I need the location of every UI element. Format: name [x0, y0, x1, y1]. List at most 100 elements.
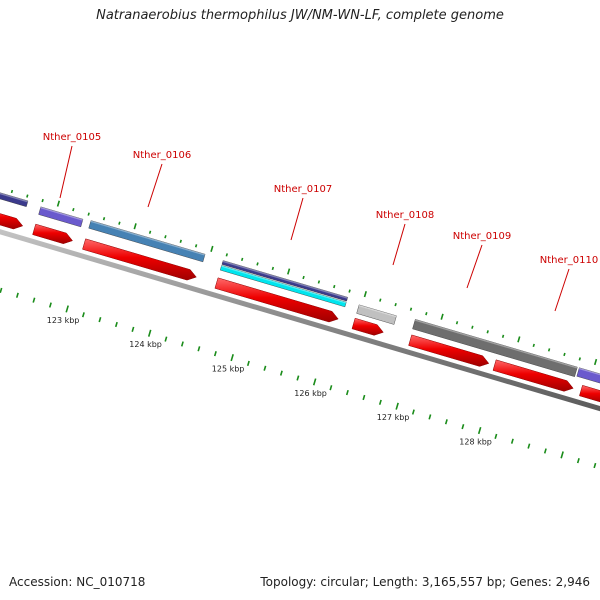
- scale-tick: [179, 239, 182, 243]
- feature-bar: [356, 304, 397, 325]
- scale-tick: [240, 257, 244, 262]
- scale-tick: [471, 325, 474, 329]
- scale-tick: [256, 262, 259, 266]
- scale-tick: [32, 297, 36, 303]
- gene-leader-line: [392, 223, 406, 266]
- cds-arrow: [82, 238, 197, 281]
- scale-tick: [543, 448, 547, 454]
- scale-tick: [72, 207, 75, 212]
- scale-tick: [164, 336, 168, 342]
- scale-tick: [517, 336, 521, 343]
- scale-label: 124 kbp: [129, 340, 162, 349]
- scale-tick: [0, 287, 3, 294]
- scale-tick: [348, 289, 351, 293]
- scale-tick: [547, 348, 551, 352]
- scale-tick: [133, 223, 137, 230]
- scale-tick: [395, 402, 399, 410]
- feature-bar: [0, 192, 29, 207]
- scale-tick: [428, 414, 432, 420]
- scale-tick: [98, 316, 102, 323]
- feature-bar: [38, 206, 84, 228]
- map-title: Natranaerobius thermophilus JW/NM-WN-LF,…: [96, 8, 504, 23]
- backbone: [0, 229, 600, 412]
- scale-tick: [560, 451, 564, 459]
- scale-tick: [444, 419, 448, 425]
- scale-tick: [287, 268, 291, 275]
- scale-tick: [363, 291, 367, 298]
- scale-tick: [593, 462, 597, 469]
- scale-tick: [197, 346, 201, 352]
- gene-label: Nther_0105: [43, 132, 101, 143]
- feature-bar-highlight: [90, 220, 206, 256]
- scale-tick: [148, 230, 152, 234]
- feature-bar-highlight: [221, 265, 347, 304]
- scale-tick: [180, 341, 184, 347]
- cds-arrow: [351, 317, 384, 336]
- scale-tick: [362, 394, 366, 401]
- cds-arrow: [408, 334, 490, 367]
- scale-tick: [87, 212, 90, 216]
- scale-tick: [26, 194, 29, 198]
- scale-label: 127 kbp: [377, 413, 410, 422]
- genome-summary: Topology: circular; Length: 3,165,557 bp…: [260, 575, 590, 589]
- scale-tick: [263, 365, 267, 371]
- scale-tick: [317, 280, 321, 284]
- cds-arrow: [492, 359, 574, 392]
- scale-tick: [593, 358, 598, 366]
- scale-tick: [194, 244, 198, 248]
- scale-tick: [501, 334, 505, 338]
- scale-label: 123 kbp: [47, 316, 80, 325]
- feature-bar-highlight: [0, 192, 28, 203]
- scale-tick: [440, 313, 444, 320]
- scale-tick: [15, 292, 19, 298]
- scale-tick: [164, 235, 167, 239]
- feature-bar: [219, 265, 347, 308]
- scale-tick: [296, 375, 300, 381]
- scale-tick: [578, 357, 581, 361]
- feature-bar-highlight: [414, 319, 578, 369]
- feature-bar-highlight: [222, 260, 348, 299]
- scale-tick: [102, 216, 106, 221]
- gene-label: Nther_0107: [274, 184, 332, 195]
- scale-tick: [118, 221, 121, 225]
- scale-tick: [409, 307, 413, 311]
- scale-tick: [563, 352, 566, 357]
- scale-tick: [41, 198, 44, 203]
- cds-arrow: [214, 277, 339, 323]
- scale-tick: [271, 266, 275, 271]
- scale-tick: [48, 302, 52, 308]
- scale-tick: [230, 353, 234, 362]
- scale-tick: [345, 389, 349, 396]
- feature-bar-highlight: [578, 367, 600, 376]
- feature-bar: [576, 367, 600, 384]
- feature-layer: [0, 192, 600, 403]
- scale-tick: [246, 360, 250, 367]
- scale-tick: [411, 409, 415, 415]
- accession-label: Accession: NC_010718: [9, 575, 146, 589]
- gene-label: Nther_0110: [540, 255, 598, 266]
- cds-arrow: [579, 384, 600, 403]
- gene-leader-line: [147, 163, 163, 208]
- feature-bar: [221, 260, 349, 302]
- gene-label: Nther_0109: [453, 231, 511, 242]
- scale-tick: [494, 433, 498, 439]
- scale-tick: [378, 399, 382, 405]
- scale-tick: [225, 253, 229, 257]
- scale-tick: [455, 321, 459, 325]
- gene-leader-line: [554, 268, 570, 312]
- scale-tick: [379, 298, 382, 302]
- scale-tick: [81, 312, 85, 318]
- backbone-layer: [0, 229, 600, 412]
- scale-tick: [461, 424, 465, 430]
- scale-label: 125 kbp: [212, 365, 245, 374]
- scale-tick: [131, 326, 135, 332]
- scale-tick: [527, 443, 531, 449]
- scale-tick: [65, 305, 69, 313]
- scale-tick: [302, 275, 305, 280]
- scale-tick: [576, 458, 580, 464]
- scale-tick: [114, 321, 118, 328]
- feature-bar-highlight: [358, 304, 397, 318]
- feature-bar: [88, 220, 206, 263]
